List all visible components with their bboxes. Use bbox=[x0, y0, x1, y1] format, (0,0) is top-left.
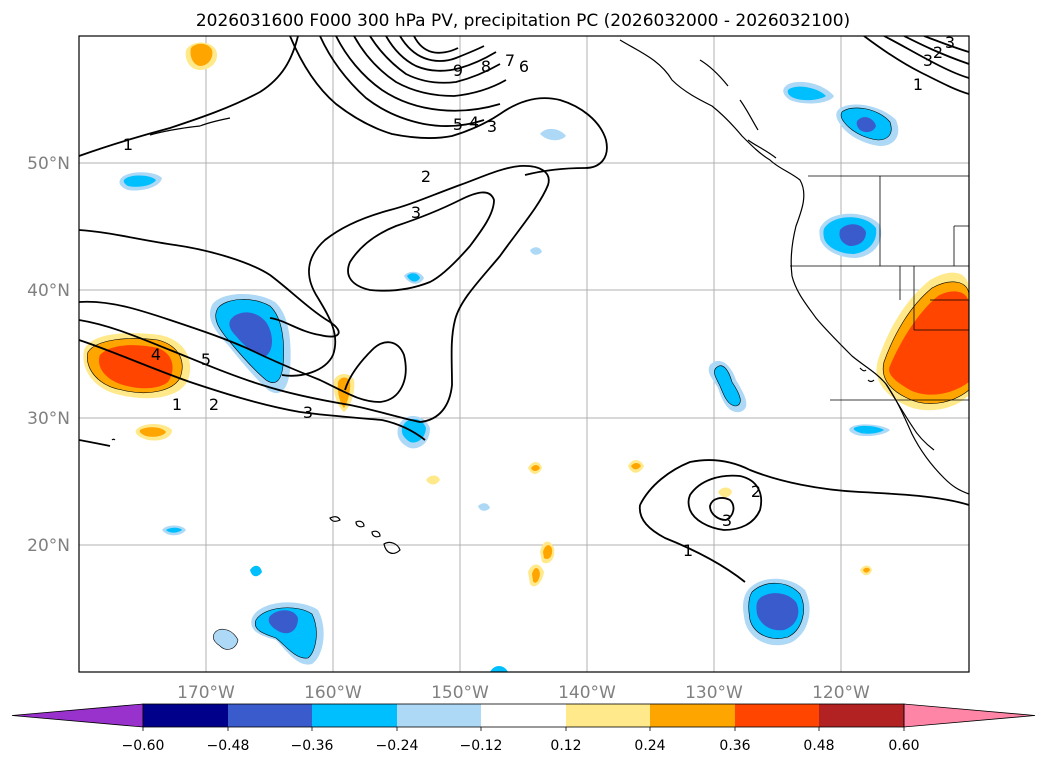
lat-tick-50n: 50°N bbox=[27, 154, 70, 174]
lon-tick-160w: 160°W bbox=[304, 683, 362, 703]
colorbar-tick-5: −0.12 bbox=[460, 738, 503, 754]
contour-label-8: 8 bbox=[481, 57, 491, 76]
pv-contour-3 bbox=[79, 339, 426, 441]
plot-frame bbox=[78, 35, 970, 673]
contour-label-1a: 1 bbox=[123, 135, 133, 154]
colorbar-tick-8: 0.36 bbox=[719, 738, 750, 754]
contour-label-1b: 1 bbox=[172, 395, 182, 414]
colorbar-tick-2: −0.48 bbox=[207, 738, 250, 754]
colorbar-tick-7: 0.24 bbox=[634, 738, 665, 754]
colorbar-frame bbox=[142, 703, 905, 728]
lon-tick-130w: 130°W bbox=[685, 683, 743, 703]
lat-tick-30n: 30°N bbox=[27, 409, 70, 429]
contour-label-6: 6 bbox=[519, 57, 529, 76]
contour-label-2a: 2 bbox=[421, 167, 431, 186]
pv-contour-1-south bbox=[638, 459, 969, 583]
pv-contour-labels: 1 2 3 5 4 3 2 1 5 4 3 2 3 9 8 7 6 3 1 2 … bbox=[123, 33, 955, 560]
colorbar-tick-4: −0.24 bbox=[376, 738, 419, 754]
coastlines bbox=[111, 39, 969, 554]
colorbar-tick-labels: −0.60 −0.48 −0.36 −0.24 −0.12 0.12 0.24 … bbox=[122, 738, 920, 754]
contour-label-5a: 5 bbox=[453, 115, 463, 134]
contour-label-1c: 1 bbox=[913, 75, 923, 94]
pv-contour-northeast bbox=[883, 36, 969, 79]
colorbar-extend-low bbox=[11, 703, 144, 728]
contour-label-2b: 2 bbox=[209, 395, 219, 414]
colorbar-tick-9: 0.48 bbox=[803, 738, 834, 754]
precip-negative bbox=[119, 81, 899, 672]
precip-positive bbox=[83, 42, 969, 587]
colorbar-bin-8 bbox=[735, 704, 819, 727]
pv-contour-north-stack-3 bbox=[319, 36, 485, 127]
lat-tick-40n: 40°N bbox=[27, 281, 70, 301]
precip-outlines bbox=[87, 107, 969, 659]
pv-contour-2-main bbox=[79, 165, 550, 423]
colorbar-bin-2 bbox=[228, 704, 312, 727]
lon-tick-labels: 170°W 160°W 150°W 140°W 130°W 120°W bbox=[177, 683, 870, 703]
colorbar-tick-6: 0.12 bbox=[550, 738, 581, 754]
colorbar-bin-9 bbox=[819, 704, 904, 727]
colorbar-tick-1: −0.60 bbox=[122, 738, 165, 754]
contour-label-3d: 3 bbox=[722, 511, 732, 530]
pv-contour-2-south bbox=[687, 474, 762, 531]
colorbar-tick-10: 0.60 bbox=[888, 738, 919, 754]
lat-tick-labels: 20°N 30°N 40°N 50°N bbox=[27, 154, 70, 556]
pv-contours bbox=[79, 36, 969, 583]
pv-contour-1-east bbox=[863, 36, 969, 95]
gridlines bbox=[79, 36, 969, 672]
contour-label-3e: 3 bbox=[923, 51, 933, 70]
contour-label-7: 7 bbox=[505, 51, 515, 70]
colorbar-bin-3 bbox=[312, 704, 397, 727]
pv-contour-3-mid bbox=[347, 191, 495, 292]
contour-label-4b: 4 bbox=[151, 345, 161, 364]
contour-label-4a: 4 bbox=[469, 113, 479, 132]
lon-tick-170w: 170°W bbox=[177, 683, 235, 703]
pv-contour-1-main bbox=[79, 229, 407, 403]
contour-label-2d: 2 bbox=[933, 43, 943, 62]
contour-label-3b: 3 bbox=[487, 117, 497, 136]
contour-label-3f: 3 bbox=[945, 33, 955, 52]
colorbar-bin-6 bbox=[566, 704, 650, 727]
baja-coast bbox=[885, 383, 935, 451]
colorbar-extend-high bbox=[903, 703, 1036, 728]
map-title: 2026031600 F000 300 hPa PV, precipitatio… bbox=[196, 11, 850, 31]
contour-label-3c: 3 bbox=[303, 403, 313, 422]
contour-label-5b: 5 bbox=[201, 350, 211, 369]
lat-tick-20n: 20°N bbox=[27, 536, 70, 556]
colorbar: −0.60 −0.48 −0.36 −0.24 −0.12 0.12 0.24 … bbox=[11, 703, 1036, 754]
colorbar-bin-7 bbox=[650, 704, 735, 727]
north-america-coast bbox=[619, 39, 969, 495]
contour-label-9: 9 bbox=[453, 61, 463, 80]
political-borders bbox=[790, 175, 969, 401]
contour-label-3a: 3 bbox=[411, 203, 421, 222]
lon-tick-120w: 120°W bbox=[812, 683, 870, 703]
lon-tick-150w: 150°W bbox=[431, 683, 489, 703]
pv-contour-3-south bbox=[709, 497, 735, 521]
contour-label-2c: 2 bbox=[751, 482, 761, 501]
colorbar-ticks bbox=[142, 727, 905, 731]
pv-contour-2-north bbox=[289, 36, 608, 176]
lon-tick-140w: 140°W bbox=[558, 683, 616, 703]
colorbar-bin-5 bbox=[481, 704, 566, 727]
colorbar-bin-1 bbox=[143, 704, 228, 727]
colorbar-bin-4 bbox=[397, 704, 481, 727]
hawaii-islands bbox=[329, 516, 401, 554]
plot-area: 1 2 3 5 4 3 2 1 5 4 3 2 3 9 8 7 6 3 1 2 … bbox=[79, 33, 969, 672]
contour-label-1d: 1 bbox=[683, 541, 693, 560]
colorbar-tick-3: −0.36 bbox=[291, 738, 334, 754]
pv-contour-1-north bbox=[79, 36, 299, 157]
